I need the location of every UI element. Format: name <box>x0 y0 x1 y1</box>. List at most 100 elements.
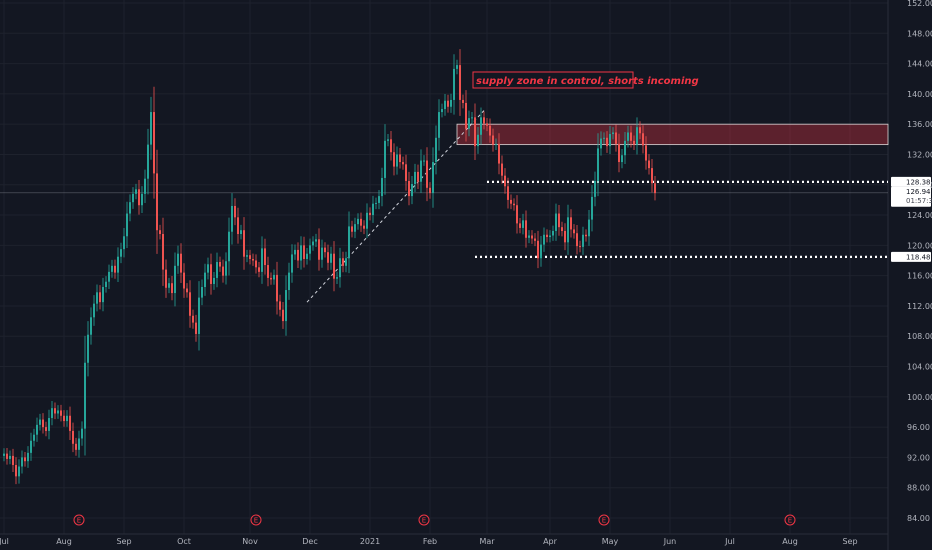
candle-body <box>243 230 245 257</box>
candle-body <box>366 212 368 229</box>
candle-body <box>462 99 464 103</box>
candle-body <box>549 235 551 238</box>
earnings-letter: E <box>788 517 792 525</box>
candle-body <box>534 238 536 241</box>
candle-body <box>174 265 176 294</box>
candle-body <box>372 203 374 216</box>
price-tick-label: 148.00 <box>907 29 932 38</box>
candle-body <box>360 218 362 226</box>
candle-body <box>330 253 332 263</box>
price-axis[interactable]: 152.00 148.00 144.00 140.00 136.00 132.00 128.… <box>891 0 932 523</box>
price-tick-label: 108.00 <box>907 332 932 341</box>
candle-body <box>393 152 395 167</box>
earnings-marker[interactable]: E <box>73 514 85 526</box>
time-tick-label: Dec <box>302 537 317 546</box>
time-axis[interactable]: Jul Aug Sep Oct Nov Dec 2021 Feb Mar Apr May Jun Jul… <box>0 537 858 546</box>
candle-body <box>585 234 587 237</box>
earnings-marker[interactable]: E <box>418 514 430 526</box>
candle-body <box>648 160 650 169</box>
candle-body <box>624 140 626 156</box>
candle-body <box>66 415 68 422</box>
candle-body <box>3 453 5 456</box>
candle-body <box>258 267 260 272</box>
candle-body <box>627 132 629 141</box>
candle-body <box>525 220 527 238</box>
candle-body <box>387 139 389 141</box>
candle-body <box>267 265 269 278</box>
candle-body <box>63 415 65 422</box>
current-price-tag: 126.94 <box>906 188 931 196</box>
candle-body <box>645 145 647 161</box>
candle-body <box>561 227 563 231</box>
candle-body <box>117 256 119 273</box>
trendline[interactable] <box>306 110 485 303</box>
candle-body <box>93 303 95 318</box>
candle-body <box>228 231 230 262</box>
candle-body <box>297 249 299 261</box>
candle-body <box>318 239 320 260</box>
candle-body <box>630 132 632 141</box>
earnings-letter: E <box>602 517 606 525</box>
candle-body <box>651 168 653 184</box>
candle-body <box>390 139 392 153</box>
earnings-icon <box>250 514 262 526</box>
time-tick-label: Oct <box>177 537 191 546</box>
candle-body <box>558 213 560 228</box>
candle-body <box>324 247 326 253</box>
earnings-marker[interactable]: E <box>250 514 262 526</box>
drawings-layer[interactable] <box>306 110 889 303</box>
candle-body <box>72 430 74 444</box>
candle-body <box>495 143 497 145</box>
candle-body <box>450 99 452 107</box>
candle-body <box>516 205 518 224</box>
candle-body <box>489 125 491 136</box>
candle-body <box>99 292 101 303</box>
price-tick-label: 124.00 <box>907 211 932 220</box>
price-tick-label: 100.00 <box>907 393 932 402</box>
supply-zone-rect[interactable] <box>456 123 889 146</box>
candle-body <box>420 160 422 182</box>
earnings-marker[interactable]: E <box>598 514 610 526</box>
candle-body <box>588 219 590 237</box>
candle-body <box>180 253 182 273</box>
time-tick-label: Nov <box>242 537 258 546</box>
candle-body <box>171 283 173 294</box>
candle-body <box>270 277 272 280</box>
candle-body <box>204 272 206 288</box>
candle-body <box>153 112 155 174</box>
candle-body <box>177 253 179 266</box>
candle-body <box>453 68 455 100</box>
time-tick-label: 2021 <box>360 537 380 546</box>
candle-body <box>342 258 344 266</box>
candle-body <box>24 457 26 462</box>
candle-body <box>348 226 350 259</box>
countdown-tag: 01:57:37 <box>906 197 932 205</box>
candle-body <box>510 199 512 204</box>
candle-body <box>375 202 377 204</box>
candle-body <box>12 455 14 465</box>
candle-body <box>540 244 542 259</box>
price-tick-label: 152.00 <box>907 0 932 8</box>
candle-body <box>84 362 86 429</box>
time-tick-label: Sep <box>842 537 857 546</box>
candle-body <box>498 143 500 164</box>
time-tick-label: Apr <box>543 537 558 546</box>
candle-body <box>555 213 557 231</box>
time-tick-label: Feb <box>423 537 437 546</box>
candle-body <box>276 274 278 302</box>
candle-body <box>381 177 383 197</box>
candle-body <box>615 132 617 144</box>
price-tick-label: 84.00 <box>907 514 930 523</box>
candle-body <box>405 164 407 181</box>
candle-body <box>126 213 128 237</box>
candle-body <box>129 202 131 214</box>
candle-body <box>78 438 80 450</box>
candle-body <box>81 428 83 439</box>
candle-body <box>111 265 113 272</box>
candle-body <box>501 163 503 176</box>
price-tick-label: 88.00 <box>907 484 930 493</box>
earnings-marker[interactable]: E <box>784 514 796 526</box>
candle-body <box>513 203 515 206</box>
candle-body <box>288 272 290 291</box>
